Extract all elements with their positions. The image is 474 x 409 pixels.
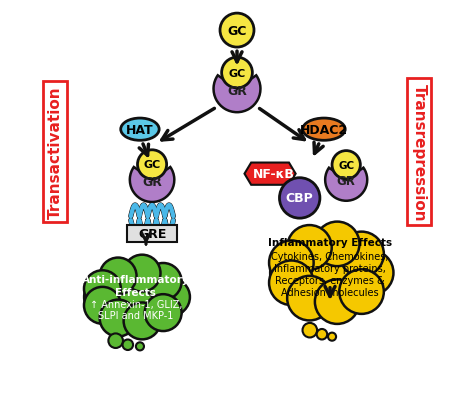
Text: SLPI and MKP-1: SLPI and MKP-1 [98,310,173,320]
Circle shape [84,287,121,324]
Circle shape [124,255,161,292]
Circle shape [269,261,314,306]
Circle shape [145,263,182,300]
Circle shape [222,58,252,89]
Text: GC: GC [228,25,246,38]
Circle shape [280,178,320,219]
Circle shape [315,222,359,267]
Polygon shape [245,163,296,185]
Ellipse shape [303,119,345,141]
Text: Anti-inflammatory: Anti-inflammatory [82,274,190,284]
Text: GRE: GRE [138,227,166,240]
Circle shape [84,271,121,308]
Circle shape [339,270,384,314]
Circle shape [287,276,332,321]
Circle shape [349,251,393,295]
Wedge shape [214,76,260,113]
FancyBboxPatch shape [127,225,177,243]
Wedge shape [325,168,367,201]
Text: GC: GC [144,160,161,170]
Text: CBP: CBP [286,192,314,205]
Circle shape [123,339,133,350]
Circle shape [109,334,123,348]
Text: ↑ Annexin-1, GLIZ,: ↑ Annexin-1, GLIZ, [90,299,182,310]
Circle shape [328,333,336,341]
Text: Transactivation: Transactivation [47,86,63,218]
Circle shape [153,279,190,316]
Text: Inflammatory Effects: Inflammatory Effects [268,238,392,248]
Circle shape [137,151,167,180]
Circle shape [339,232,384,276]
Circle shape [269,241,314,285]
Circle shape [315,280,359,324]
Circle shape [145,294,182,331]
Text: HDAC2: HDAC2 [300,124,348,136]
Ellipse shape [84,263,188,331]
Text: GR: GR [142,175,162,189]
Text: NF-κB: NF-κB [253,168,294,181]
Circle shape [332,151,360,180]
Circle shape [302,323,317,338]
Text: GR: GR [337,175,356,188]
Circle shape [287,225,332,270]
Circle shape [317,329,327,339]
Circle shape [100,300,137,337]
Circle shape [136,342,144,351]
Text: Inflammatory proteins,: Inflammatory proteins, [274,263,386,273]
Circle shape [220,14,254,48]
Text: HAT: HAT [126,124,154,136]
Text: Receptors, enzymes &: Receptors, enzymes & [275,275,385,285]
Circle shape [100,258,137,295]
Text: Cytokines, Chemokines,: Cytokines, Chemokines, [271,251,389,261]
Ellipse shape [270,232,390,314]
Text: Transrepression: Transrepression [411,83,427,221]
Text: GC: GC [228,68,246,79]
Ellipse shape [121,119,159,141]
Text: GR: GR [227,85,247,98]
Wedge shape [130,168,174,202]
Text: Adhesion molecules: Adhesion molecules [281,288,379,297]
Circle shape [124,303,161,339]
Text: GC: GC [338,160,354,171]
Text: Effects: Effects [116,288,156,297]
